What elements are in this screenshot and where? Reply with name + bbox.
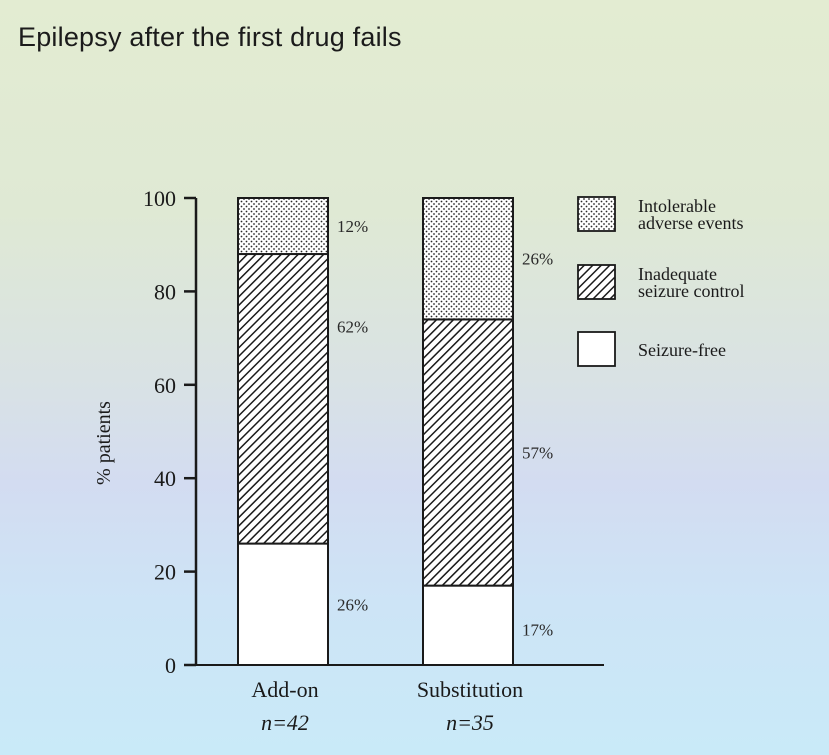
- y-tick-label: 20: [154, 560, 176, 585]
- bars-group: 26% 62% 12% 17% 57% 26%: [237, 197, 553, 667]
- legend-swatch-dots: [577, 196, 616, 232]
- y-axis: 0 20 40 60 80 100: [143, 186, 198, 678]
- legend-label: Seizure-free: [638, 340, 726, 360]
- category-labels: Add-on n=42 Substitution n=35: [251, 677, 523, 735]
- y-tick-label: 0: [165, 653, 176, 678]
- data-label: 26%: [522, 250, 553, 269]
- legend-label: seizure control: [638, 281, 744, 301]
- y-tick-label: 100: [143, 186, 176, 211]
- legend-label: Intolerable: [638, 196, 716, 216]
- y-tick-label: 40: [154, 466, 176, 491]
- bar-segment-hatch: [237, 253, 329, 545]
- chart-title: Epilepsy after the first drug fails: [18, 22, 402, 52]
- legend-swatch-hatch: [577, 264, 616, 300]
- category-label: Substitution: [417, 677, 523, 702]
- y-tick-label: 60: [154, 373, 176, 398]
- category-n-label: n=35: [446, 710, 494, 735]
- category-label: Add-on: [251, 677, 318, 702]
- bar-segment-plain: [422, 584, 514, 666]
- data-label: 57%: [522, 444, 553, 463]
- legend-swatch-plain: [577, 331, 616, 367]
- data-label: 12%: [337, 217, 368, 236]
- bar-segment-hatch: [422, 318, 514, 587]
- data-label: 17%: [522, 620, 553, 639]
- legend-label: Inadequate: [638, 264, 717, 284]
- bar-segment-dots: [422, 197, 514, 321]
- bar-segment-dots: [237, 197, 329, 256]
- data-label: 62%: [337, 317, 368, 336]
- y-axis-label: % patients: [93, 401, 115, 485]
- category-n-label: n=42: [261, 710, 309, 735]
- y-tick-label: 80: [154, 279, 176, 304]
- bar-segment-plain: [237, 542, 329, 667]
- data-label: 26%: [337, 595, 368, 614]
- legend-label: adverse events: [638, 213, 743, 233]
